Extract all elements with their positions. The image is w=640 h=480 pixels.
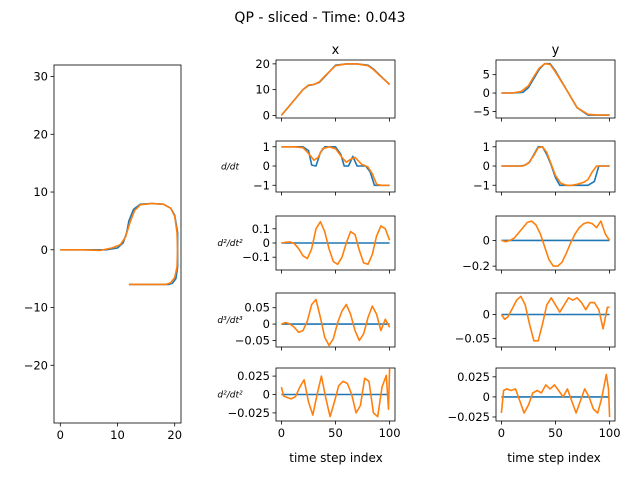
y-tick-label-path-2: 0 bbox=[41, 243, 48, 257]
y-tick-label-path-4: 20 bbox=[33, 127, 48, 141]
axes-ylabel-x_d4: d²/dt² bbox=[217, 391, 243, 401]
axes-frame-path bbox=[53, 64, 182, 424]
axes-ylabel-x_d1: d/dt bbox=[221, 163, 239, 173]
series-line-path-0 bbox=[60, 202, 179, 286]
axes-ylabel-x_d3: d³/dt³ bbox=[217, 316, 243, 326]
series-line-x_d4-1 bbox=[280, 368, 391, 418]
axes-y_pos: −5 0 5 y bbox=[473, 43, 616, 122]
y-tick-label-path-0: −20 bbox=[24, 358, 48, 372]
series-line-path-1 bbox=[60, 202, 179, 286]
y-tick-label-x_d1-1: 0 bbox=[263, 159, 270, 173]
axes-frame-y_d3 bbox=[495, 292, 616, 348]
x-tick-label-y_d4-2: 100 bbox=[599, 426, 621, 440]
y-tick-label-x_d3-2: 0.05 bbox=[244, 301, 270, 315]
y-tick-label-x_d3-1: 0 bbox=[263, 317, 270, 331]
series-line-y_d2-1 bbox=[501, 220, 611, 267]
y-tick-label-y_d4-0: −0.025 bbox=[447, 410, 490, 424]
y-tick-label-x_d2-2: 0.1 bbox=[252, 222, 270, 236]
y-tick-label-x_d1-2: 1 bbox=[263, 140, 270, 154]
y-tick-label-path-5: 30 bbox=[33, 70, 48, 84]
axes-frame-y_d2 bbox=[495, 215, 616, 271]
x-tick-label-path-2: 20 bbox=[167, 428, 182, 442]
series-line-x_pos-1 bbox=[280, 63, 391, 116]
y-tick-label-x_d1-0: −1 bbox=[253, 178, 270, 192]
series-line-x_pos-0 bbox=[280, 63, 391, 116]
figure-title: QP - sliced - Time: 0.043 bbox=[234, 10, 405, 26]
y-tick-label-y_d2-1: 0 bbox=[483, 233, 490, 247]
y-tick-label-x_pos-2: 20 bbox=[255, 57, 270, 71]
y-tick-label-y_d1-0: −1 bbox=[473, 178, 490, 192]
series-line-y_d3-1 bbox=[500, 295, 610, 342]
y-tick-label-x_pos-1: 10 bbox=[255, 83, 270, 97]
y-tick-label-x_d2-0: −0.1 bbox=[242, 250, 270, 264]
y-tick-label-path-1: −10 bbox=[24, 301, 48, 315]
axes-frame-y_pos bbox=[495, 59, 616, 119]
series-line-x_d2-1 bbox=[281, 220, 391, 266]
y-tick-label-y_pos-0: −5 bbox=[473, 104, 490, 118]
y-tick-label-y_d1-2: 1 bbox=[483, 140, 490, 154]
series-line-x_d1-1 bbox=[281, 146, 390, 187]
y-tick-label-y_d3-1: 0 bbox=[483, 308, 490, 322]
y-tick-label-x_d4-2: 0.025 bbox=[237, 369, 270, 383]
series-line-y_d4-1 bbox=[500, 373, 611, 418]
series-line-x_d3-1 bbox=[281, 298, 391, 347]
y-column-xlabel: time step index bbox=[507, 451, 601, 465]
x-tick-label-x_d4-0: 0 bbox=[278, 426, 285, 440]
y-tick-label-x_pos-0: 0 bbox=[263, 108, 270, 122]
axes-title-y_pos: y bbox=[552, 43, 560, 58]
axes-ylabel-x_d2: d²/dt² bbox=[217, 239, 243, 249]
x-tick-label-path-1: 10 bbox=[110, 428, 125, 442]
axes-x_pos: 0 10 20 x bbox=[255, 43, 396, 122]
axes-y_d2: −0.2 0 bbox=[462, 215, 616, 274]
y-tick-label-x_d2-1: 0 bbox=[263, 236, 270, 250]
axes-y_d1: −1 0 1 bbox=[473, 140, 616, 196]
x-tick-label-y_d4-0: 0 bbox=[498, 426, 505, 440]
y-tick-label-y_d3-0: −0.05 bbox=[455, 331, 490, 345]
axes-x_d2: −0.100.1 d²/dt² bbox=[217, 215, 396, 274]
x-column-xlabel: time step index bbox=[289, 451, 383, 465]
x-tick-label-x_d4-2: 100 bbox=[379, 426, 401, 440]
y-tick-label-y_d1-1: 0 bbox=[483, 159, 490, 173]
axes-frame-x_d3 bbox=[275, 292, 396, 348]
y-tick-label-y_pos-2: 5 bbox=[483, 68, 490, 82]
axes-x_d4: −0.025 0 0.025 0 50 100 d²/dt² bbox=[217, 367, 401, 440]
axes-x_d1: −1 0 1 d/dt bbox=[221, 140, 396, 196]
y-tick-label-path-3: 10 bbox=[33, 185, 48, 199]
x-tick-label-x_d4-1: 50 bbox=[328, 426, 343, 440]
x-tick-label-path-0: 0 bbox=[57, 428, 64, 442]
axes-frame-x_pos bbox=[275, 59, 396, 119]
axes-title-x_pos: x bbox=[332, 43, 340, 58]
y-tick-label-x_d4-1: 0 bbox=[263, 388, 270, 402]
y-tick-label-y_pos-1: 0 bbox=[483, 86, 490, 100]
y-tick-label-y_d4-1: 0 bbox=[483, 390, 490, 404]
y-tick-label-y_d4-2: 0.025 bbox=[457, 370, 490, 384]
series-line-y_d1-1 bbox=[501, 146, 610, 187]
y-tick-label-x_d3-0: −0.05 bbox=[235, 333, 270, 347]
axes-y_d3: −0.05 0 bbox=[455, 292, 616, 351]
y-tick-label-y_d2-0: −0.2 bbox=[462, 259, 490, 273]
axes-y_d4: −0.025 0 0.025 0 50 100 bbox=[447, 367, 621, 440]
series-line-y_pos-1 bbox=[501, 62, 610, 116]
y-tick-label-x_d4-0: −0.025 bbox=[227, 406, 270, 420]
series-line-x_d1-0 bbox=[281, 146, 390, 187]
x-tick-label-y_d4-1: 50 bbox=[548, 426, 563, 440]
axes-path: −20 −10 0 10 20 30 0 10 20 bbox=[24, 64, 182, 442]
